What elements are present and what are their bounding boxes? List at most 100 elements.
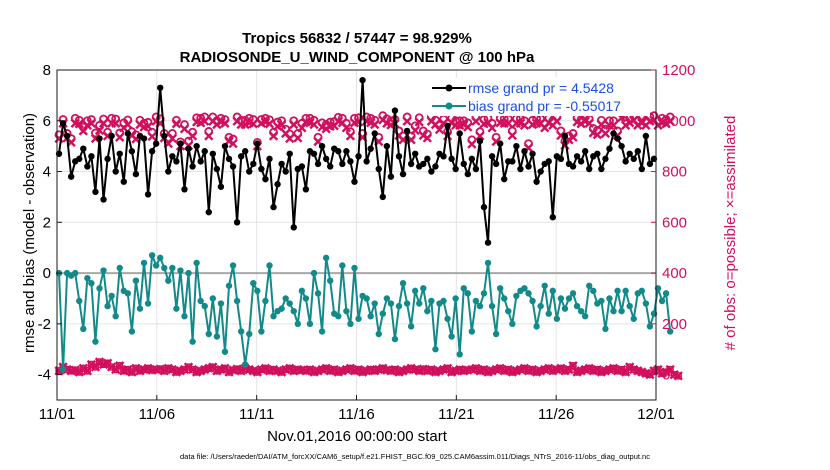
bias-point	[92, 338, 99, 345]
rmse-point	[233, 219, 241, 226]
obs-assimilated-point	[143, 121, 153, 132]
bias-point	[460, 285, 467, 292]
chart-title-line1: Tropics 56832 / 57447 = 98.929%	[242, 30, 472, 47]
rmse-point	[169, 153, 176, 160]
rmse-point	[67, 173, 75, 180]
series-obs-low	[54, 357, 683, 381]
rmse-point	[569, 163, 577, 170]
obs-low-possible-point	[91, 363, 100, 371]
bias-point	[424, 307, 431, 315]
bias-point	[326, 277, 334, 284]
bias-point	[144, 300, 152, 307]
obs-low-possible-point	[621, 368, 630, 376]
rmse-point	[112, 168, 119, 175]
obs-assimilated-point	[467, 139, 477, 149]
obs-low-assimilated-point	[568, 361, 578, 371]
bias-point	[391, 335, 399, 343]
rmse-point	[598, 165, 605, 173]
rmse-point	[581, 148, 589, 155]
rmse-point	[363, 158, 370, 165]
obs-assimilated-point	[503, 118, 513, 128]
bias-point	[217, 300, 225, 307]
bias-point	[343, 307, 350, 315]
bias-point	[407, 323, 415, 330]
obs-assimilated-point	[463, 122, 473, 132]
bias-point	[209, 295, 217, 302]
bias-point	[363, 295, 370, 302]
y-right-tick-label: 600	[662, 214, 687, 231]
bias-point	[347, 320, 354, 328]
rmse-point	[549, 214, 556, 221]
rmse-point	[642, 132, 650, 140]
y-left-tick-label: 0	[43, 265, 51, 282]
bias-point	[521, 285, 528, 292]
rmse-point	[225, 155, 233, 163]
bias-point	[298, 287, 306, 295]
rmse-point	[144, 191, 152, 198]
rmse-point	[480, 203, 488, 211]
x-tick-label: 12/01	[637, 406, 675, 423]
rmse-point	[298, 163, 306, 170]
obs-assimilated-point	[568, 132, 578, 142]
rmse-point	[185, 145, 192, 152]
bias-point	[367, 313, 374, 320]
obs-assimilated-point	[293, 133, 303, 143]
rmse-point	[509, 158, 516, 165]
rmse-point	[258, 165, 265, 173]
x-tick-label: 11/06	[139, 406, 175, 423]
rmse-point	[545, 158, 552, 165]
bias-point	[270, 313, 277, 320]
rmse-point	[440, 153, 447, 160]
bias-point	[371, 300, 378, 307]
bias-point	[577, 307, 585, 315]
rmse-point	[254, 140, 261, 147]
bias-point	[387, 300, 395, 307]
bias-point	[472, 297, 480, 305]
obs-assimilated-point	[487, 123, 497, 133]
obs-assimilated-point	[86, 118, 97, 128]
obs-assimilated-point	[123, 119, 133, 130]
rmse-point	[492, 160, 500, 168]
rmse-point	[468, 155, 476, 163]
bias-point	[444, 315, 451, 322]
rmse-point	[173, 158, 180, 165]
rmse-point	[88, 153, 95, 160]
obs-low-possible-point	[565, 365, 573, 374]
bias-point	[379, 310, 387, 317]
y-right-tick-label: 800	[662, 164, 687, 181]
bias-point	[116, 264, 123, 272]
rmse-point	[395, 153, 403, 160]
series-bias	[55, 252, 674, 373]
rmse-point	[189, 163, 196, 170]
bias-point	[432, 346, 439, 353]
rmse-point	[379, 193, 387, 201]
bias-point	[606, 295, 613, 302]
rmse-point	[318, 142, 326, 150]
obs-assimilated-point	[167, 133, 177, 144]
rmse-point	[266, 155, 273, 163]
bias-point	[420, 285, 427, 292]
bias-point	[399, 280, 407, 287]
rmse-line	[58, 80, 655, 243]
rmse-point	[594, 150, 601, 157]
obs-assimilated-point	[289, 119, 299, 130]
rmse-point	[132, 170, 140, 178]
obs-assimilated-point	[600, 128, 611, 139]
obs-assimilated-point	[98, 118, 109, 128]
rmse-point	[76, 155, 83, 163]
bias-point	[318, 328, 326, 335]
bias-point	[440, 297, 447, 305]
rmse-point	[496, 140, 504, 147]
bias-point	[488, 302, 496, 310]
rmse-point	[63, 132, 71, 140]
bias-point	[157, 254, 164, 262]
obs-assimilated-point	[204, 131, 214, 141]
bias-point	[505, 307, 512, 315]
bias-point	[205, 330, 212, 338]
rmse-point	[100, 196, 107, 203]
rmse-point	[513, 142, 520, 150]
rmse-point	[529, 150, 536, 157]
bias-point	[161, 264, 168, 272]
y-axis-left: -4 -2 0 2 4 6 8	[38, 62, 62, 384]
bias-point	[509, 320, 516, 328]
